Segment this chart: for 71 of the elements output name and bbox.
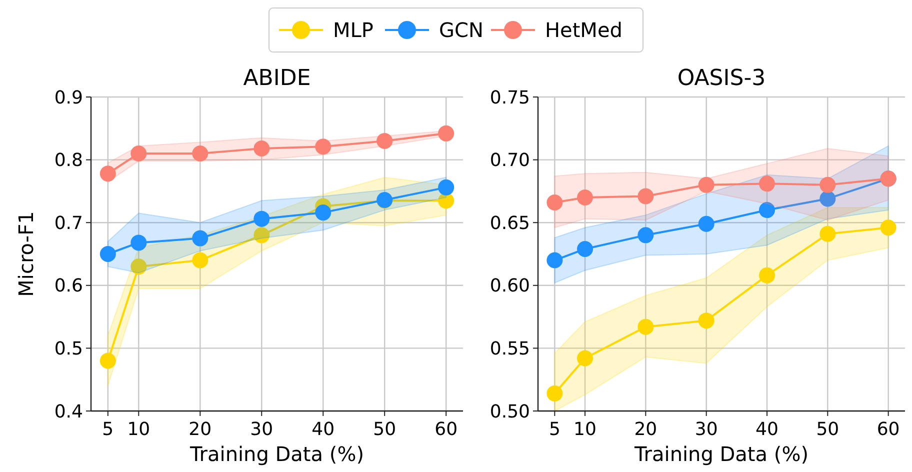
x-axis-title: Training Data (%) xyxy=(634,442,808,466)
y-tick-label: 0.55 xyxy=(490,338,530,360)
y-tick-label: 0.65 xyxy=(490,212,530,234)
point xyxy=(546,385,563,402)
point xyxy=(192,146,208,162)
x-tick-label: 60 xyxy=(876,419,900,440)
point xyxy=(130,258,147,275)
point xyxy=(100,246,116,262)
point xyxy=(254,210,270,227)
x-tick-label: 40 xyxy=(312,419,335,440)
y-tick-label: 0.7 xyxy=(54,212,83,234)
point xyxy=(376,132,393,149)
x-tick-label: 60 xyxy=(434,419,458,440)
point xyxy=(438,125,454,142)
point xyxy=(100,166,116,182)
point xyxy=(880,220,896,236)
y-tick-label: 0.5 xyxy=(54,338,83,360)
legend-label: MLP xyxy=(333,18,374,42)
point xyxy=(577,240,594,257)
point xyxy=(698,176,714,193)
point xyxy=(546,252,563,268)
x-tick-label: 20 xyxy=(634,419,658,440)
point xyxy=(100,352,116,369)
point xyxy=(315,138,332,155)
point xyxy=(820,176,836,193)
point xyxy=(638,188,654,204)
point xyxy=(192,252,208,268)
x-tick-label: 10 xyxy=(574,419,596,440)
x-tick-label: 5 xyxy=(548,419,560,440)
x-tick-label: 50 xyxy=(816,419,840,440)
point xyxy=(758,202,775,218)
y-tick-label: 0.9 xyxy=(54,87,83,108)
y-tick-label: 0.6 xyxy=(54,276,83,297)
legend-label: HetMed xyxy=(545,18,622,42)
y-tick-label: 0.70 xyxy=(490,150,530,172)
point xyxy=(254,140,270,156)
point xyxy=(698,216,714,232)
point xyxy=(546,194,563,211)
y-axis-title: Micro-F1 xyxy=(14,211,38,297)
point xyxy=(820,190,836,207)
point xyxy=(315,204,332,221)
y-tick-label: 0.4 xyxy=(54,401,83,422)
chart-title: ABIDE xyxy=(243,66,311,91)
point xyxy=(577,189,594,206)
y-tick-label: 0.50 xyxy=(490,401,530,422)
point xyxy=(758,176,775,192)
chart-title: OASIS-3 xyxy=(677,66,766,91)
point xyxy=(130,146,147,162)
x-tick-label: 40 xyxy=(756,419,778,440)
point xyxy=(438,179,454,196)
x-tick-label: 10 xyxy=(127,419,150,440)
x-tick-label: 30 xyxy=(250,419,274,440)
point xyxy=(254,227,270,244)
x-axis-title: Training Data (%) xyxy=(189,442,364,466)
point xyxy=(192,230,208,246)
x-tick-label: 20 xyxy=(188,419,212,440)
point xyxy=(820,226,836,242)
y-tick-label: 0.75 xyxy=(490,87,530,108)
y-tick-label: 0.8 xyxy=(54,150,83,172)
point xyxy=(638,227,654,244)
point xyxy=(758,267,775,284)
point xyxy=(638,318,654,335)
point xyxy=(438,192,454,209)
x-tick-label: 30 xyxy=(694,419,718,440)
y-tick-label: 0.60 xyxy=(490,276,530,297)
point xyxy=(577,350,594,366)
point xyxy=(698,312,714,329)
point xyxy=(130,234,147,251)
legend-label: GCN xyxy=(439,18,484,42)
x-tick-label: 5 xyxy=(102,419,114,440)
x-tick-label: 50 xyxy=(373,419,396,440)
